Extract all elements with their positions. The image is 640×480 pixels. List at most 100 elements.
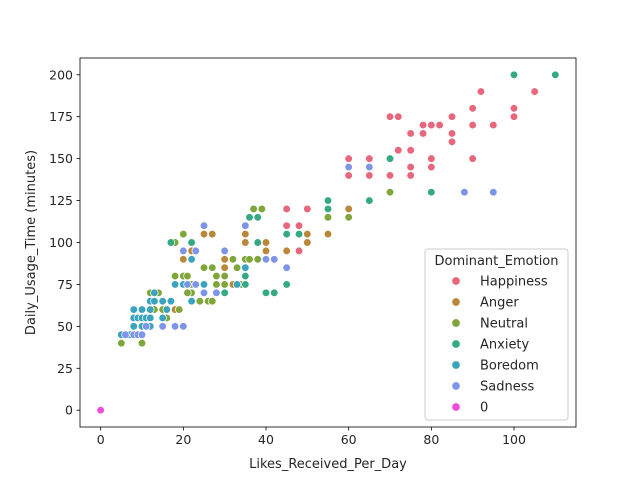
point-neutral bbox=[232, 263, 242, 272]
point-sadness bbox=[179, 246, 188, 256]
point-neutral bbox=[257, 204, 267, 214]
point-happiness bbox=[385, 171, 395, 180]
x-tick-label: 20 bbox=[175, 432, 191, 447]
point-anger bbox=[241, 229, 250, 239]
legend-marker bbox=[451, 381, 461, 391]
point-sadness bbox=[191, 280, 200, 289]
point-neutral bbox=[208, 263, 217, 272]
point-happiness bbox=[394, 146, 403, 155]
point-boredom bbox=[150, 288, 159, 297]
point-neutral bbox=[179, 229, 188, 239]
legend-marker bbox=[451, 276, 461, 286]
point-anxiety bbox=[220, 288, 229, 297]
point-neutral bbox=[220, 280, 229, 289]
point-anger bbox=[220, 255, 229, 264]
point-anxiety bbox=[294, 229, 304, 239]
point-boredom bbox=[129, 305, 138, 314]
point-neutral bbox=[183, 271, 192, 281]
point-anxiety bbox=[270, 288, 279, 297]
point-anxiety bbox=[282, 280, 291, 289]
point-sadness bbox=[158, 322, 167, 331]
legend-marker bbox=[451, 402, 461, 412]
point-sadness bbox=[241, 221, 250, 230]
point-anxiety bbox=[241, 271, 250, 281]
point-boredom bbox=[232, 280, 242, 289]
point-happiness bbox=[476, 87, 486, 96]
point-neutral bbox=[212, 280, 221, 289]
point-happiness bbox=[294, 221, 304, 230]
point-happiness bbox=[427, 162, 436, 172]
point-anxiety bbox=[166, 238, 176, 247]
point-neutral bbox=[245, 255, 254, 264]
point-neutral bbox=[170, 271, 180, 281]
point-anxiety bbox=[282, 229, 291, 239]
point-anger bbox=[303, 238, 312, 247]
point-anger bbox=[261, 238, 271, 247]
y-tick-label: 100 bbox=[49, 235, 73, 250]
point-happiness bbox=[418, 120, 428, 130]
x-tick-label: 100 bbox=[502, 432, 526, 447]
point-sadness bbox=[489, 188, 498, 197]
point-neutral bbox=[208, 297, 217, 306]
point-boredom bbox=[162, 305, 171, 314]
point-boredom bbox=[146, 305, 155, 314]
point-anxiety bbox=[323, 196, 333, 205]
point-happiness bbox=[406, 162, 415, 172]
point-anxiety bbox=[245, 213, 254, 222]
point-boredom bbox=[146, 313, 155, 323]
point-anxiety bbox=[385, 154, 395, 163]
point-neutral bbox=[344, 213, 353, 222]
point-anxiety bbox=[241, 280, 250, 289]
point-happiness bbox=[435, 120, 444, 130]
point-0 bbox=[96, 406, 105, 415]
point-happiness bbox=[418, 129, 428, 138]
point-sadness bbox=[365, 162, 374, 172]
point-sadness bbox=[141, 322, 151, 331]
point-neutral bbox=[137, 338, 147, 348]
y-tick-label: 150 bbox=[49, 151, 73, 166]
y-tick-label: 0 bbox=[65, 403, 73, 418]
point-boredom bbox=[158, 313, 167, 323]
point-boredom bbox=[158, 297, 167, 306]
point-happiness bbox=[406, 129, 415, 138]
point-sadness bbox=[270, 255, 279, 264]
point-sadness bbox=[220, 246, 229, 256]
point-neutral bbox=[253, 255, 262, 264]
point-anger bbox=[344, 204, 353, 214]
point-boredom bbox=[170, 280, 180, 289]
point-anger bbox=[282, 246, 291, 256]
point-anxiety bbox=[187, 238, 196, 247]
point-happiness bbox=[447, 129, 457, 138]
point-anxiety bbox=[261, 288, 271, 297]
point-happiness bbox=[282, 221, 291, 230]
point-happiness bbox=[365, 171, 374, 180]
point-sadness bbox=[460, 188, 469, 197]
point-neutral bbox=[385, 188, 395, 197]
point-happiness bbox=[468, 154, 477, 163]
point-neutral bbox=[220, 271, 229, 281]
point-sadness bbox=[179, 322, 188, 331]
point-happiness bbox=[509, 104, 519, 113]
point-neutral bbox=[175, 305, 184, 314]
y-axis-label: Daily_Usage_Time (minutes) bbox=[24, 150, 39, 335]
legend-box bbox=[424, 248, 569, 421]
point-happiness bbox=[427, 120, 436, 130]
point-anxiety bbox=[551, 70, 560, 79]
x-tick-label: 0 bbox=[97, 432, 105, 447]
point-happiness bbox=[385, 112, 395, 121]
legend-label: Neutral bbox=[480, 317, 528, 332]
point-anxiety bbox=[253, 213, 262, 222]
point-anxiety bbox=[427, 188, 436, 197]
x-tick-label: 40 bbox=[258, 432, 274, 447]
point-happiness bbox=[509, 112, 519, 121]
point-happiness bbox=[406, 171, 415, 180]
point-neutral bbox=[117, 338, 126, 348]
point-happiness bbox=[303, 204, 312, 214]
legend: Dominant_Emotion Happiness Anger Neutral Anx… bbox=[424, 248, 569, 421]
legend-label: 0 bbox=[480, 401, 488, 416]
legend-label: Boredom bbox=[480, 359, 539, 374]
point-boredom bbox=[137, 305, 147, 314]
point-neutral bbox=[323, 213, 333, 222]
point-neutral bbox=[183, 288, 192, 297]
legend-label: Happiness bbox=[480, 275, 548, 290]
